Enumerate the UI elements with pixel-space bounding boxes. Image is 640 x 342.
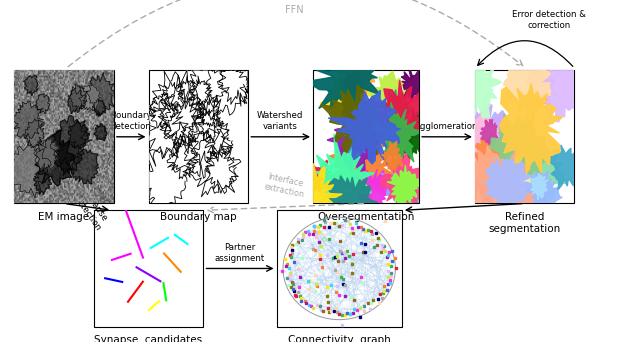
Text: Boundary map: Boundary map — [160, 212, 237, 222]
Text: FFN: FFN — [285, 5, 304, 15]
Bar — [475, 70, 575, 203]
Bar — [94, 210, 203, 327]
Text: Boundary
detection: Boundary detection — [110, 111, 152, 131]
Bar — [314, 70, 419, 203]
Text: Refined
segmentation: Refined segmentation — [489, 212, 561, 234]
Bar — [15, 70, 114, 203]
Text: Watershed
variants: Watershed variants — [257, 111, 303, 131]
Text: Connectivity  graph: Connectivity graph — [288, 335, 390, 342]
Text: Synapse  candidates: Synapse candidates — [95, 335, 202, 342]
Bar — [277, 210, 402, 327]
Text: Synapse
detection: Synapse detection — [72, 188, 111, 233]
Text: Agglomeration: Agglomeration — [415, 122, 479, 131]
Text: Interface
extraction: Interface extraction — [263, 172, 307, 199]
Bar — [148, 70, 248, 203]
Text: EM image: EM image — [38, 212, 90, 222]
Text: Oversegmentation: Oversegmentation — [317, 212, 415, 222]
Text: Error detection &
correction: Error detection & correction — [512, 10, 586, 30]
Text: Partner
assignment: Partner assignment — [215, 243, 265, 263]
